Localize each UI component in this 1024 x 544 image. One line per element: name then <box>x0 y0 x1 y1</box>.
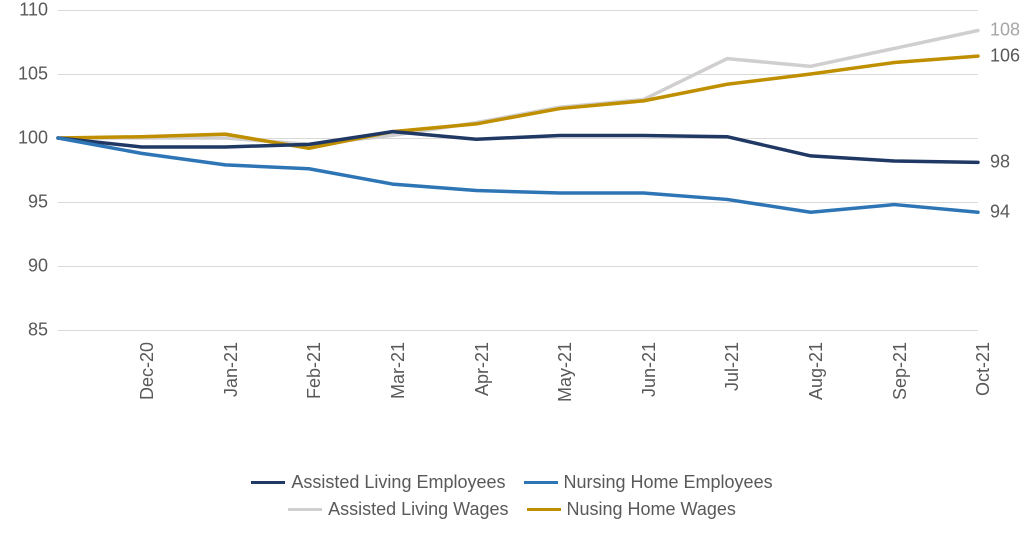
x-tick-label: Jun-21 <box>639 342 660 412</box>
series-line <box>58 56 978 148</box>
legend-swatch <box>251 481 285 485</box>
y-tick-label: 100 <box>0 128 48 149</box>
x-tick-label: Jul-21 <box>722 342 743 412</box>
y-tick-label: 110 <box>0 0 48 21</box>
legend-swatch <box>524 481 558 485</box>
x-tick-label: Jan-21 <box>221 342 242 412</box>
legend-swatch <box>288 508 322 512</box>
legend-item: Nursing Home Employees <box>524 472 773 493</box>
series-end-label: 106 <box>990 46 1020 67</box>
gridline <box>58 330 978 331</box>
y-tick-label: 105 <box>0 64 48 85</box>
legend-label: Nusing Home Wages <box>567 499 736 520</box>
x-tick-label: Oct-21 <box>973 342 994 412</box>
y-tick-label: 90 <box>0 256 48 277</box>
series-line <box>58 30 978 144</box>
y-tick-label: 85 <box>0 320 48 341</box>
legend-swatch <box>527 508 561 512</box>
x-tick-label: Aug-21 <box>806 342 827 412</box>
plot-area <box>58 10 978 330</box>
x-tick-label: May-21 <box>555 342 576 412</box>
line-chart: 85 90 95 100 105 110 98 94 108 106 Dec-20 Jan-21 F… <box>0 0 1024 544</box>
legend: Assisted Living Employees Nursing Home Em… <box>0 466 1024 520</box>
x-tick-label: Apr-21 <box>472 342 493 412</box>
legend-label: Assisted Living Employees <box>291 472 505 493</box>
legend-item: Assisted Living Wages <box>288 499 508 520</box>
x-tick-label: Feb-21 <box>304 342 325 412</box>
legend-label: Assisted Living Wages <box>328 499 508 520</box>
legend-row: Assisted Living Wages Nusing Home Wages <box>0 499 1024 520</box>
legend-item: Assisted Living Employees <box>251 472 505 493</box>
legend-item: Nusing Home Wages <box>527 499 736 520</box>
series-end-label: 98 <box>990 152 1010 173</box>
series-end-label: 108 <box>990 20 1020 41</box>
series-end-label: 94 <box>990 202 1010 223</box>
x-tick-label: Sep-21 <box>890 342 911 412</box>
y-tick-label: 95 <box>0 192 48 213</box>
legend-label: Nursing Home Employees <box>564 472 773 493</box>
x-tick-label: Mar-21 <box>388 342 409 412</box>
x-tick-label: Dec-20 <box>137 342 158 412</box>
legend-row: Assisted Living Employees Nursing Home Em… <box>0 472 1024 493</box>
series-line <box>58 138 978 212</box>
